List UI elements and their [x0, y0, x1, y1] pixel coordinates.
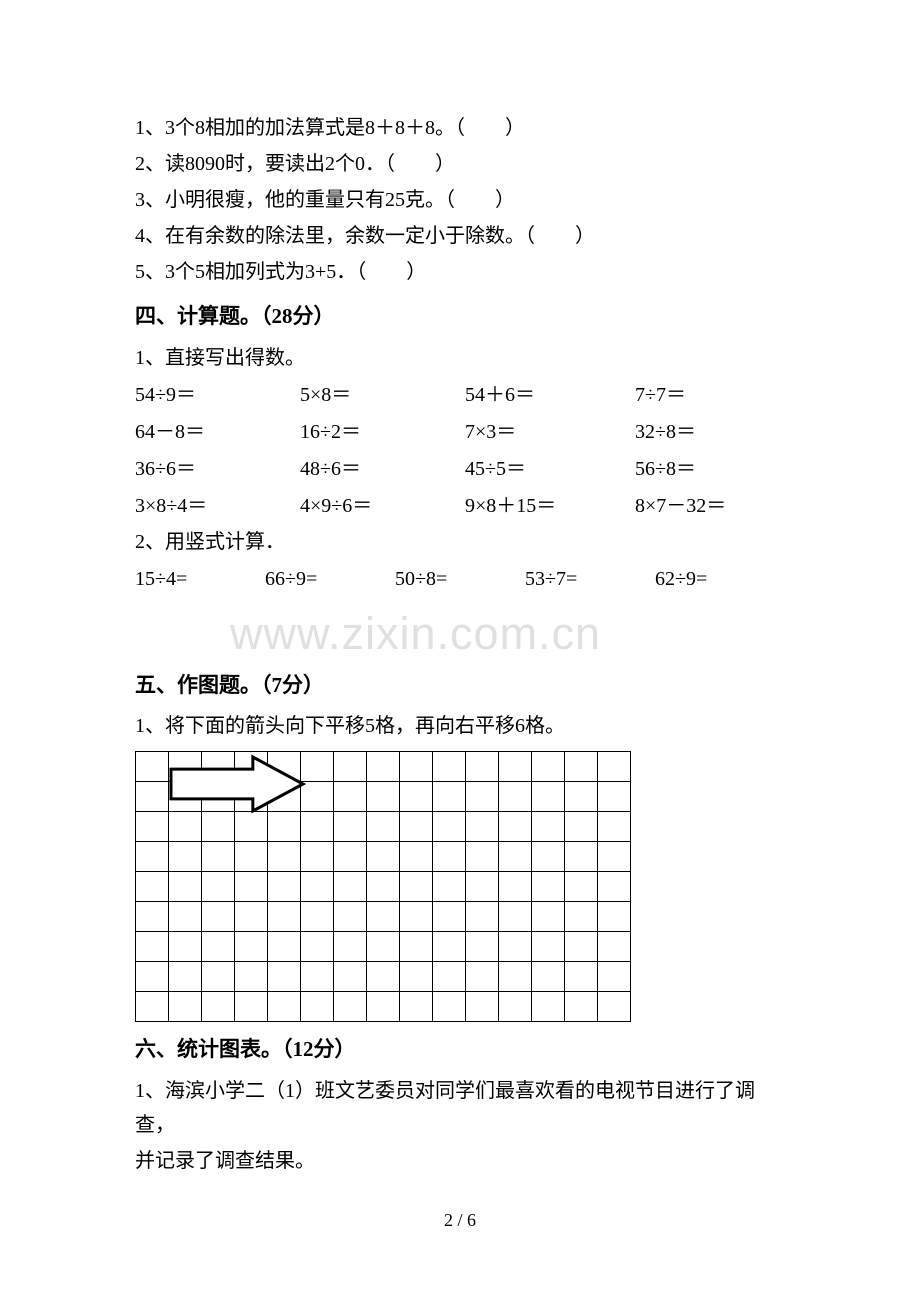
calc-cell: 7×3＝	[465, 414, 635, 451]
judgment-item-3: 3、小明很瘦，他的重量只有25克。（ ）	[135, 183, 785, 217]
section-6-line2: 并记录了调查结果。	[135, 1144, 785, 1178]
calc-row-1: 54÷9＝ 5×8＝ 54＋6＝ 7÷7＝	[135, 377, 785, 414]
calc-cell: 50÷8=	[395, 561, 525, 598]
calc-cell: 66÷9=	[265, 561, 395, 598]
calc-cell: 54＋6＝	[465, 377, 635, 414]
calc-cell: 53÷7=	[525, 561, 655, 598]
calc-cell: 56÷8＝	[635, 451, 785, 488]
section-6-line1: 1、海滨小学二（1）班文艺委员对同学们最喜欢看的电视节目进行了调查，	[135, 1074, 785, 1142]
judgment-item-4: 4、在有余数的除法里，余数一定小于除数。（ ）	[135, 219, 785, 253]
calc-cell: 9×8＋15＝	[465, 488, 635, 525]
calc-cell: 16÷2＝	[300, 414, 465, 451]
calc-cell: 32÷8＝	[635, 414, 785, 451]
page-content: 1、3个8相加的加法算式是8＋8＋8。（ ） 2、读8090时，要读出2个0．（…	[135, 111, 785, 1178]
calc-cell: 3×8÷4＝	[135, 488, 300, 525]
calc-row-5col: 15÷4= 66÷9= 50÷8= 53÷7= 62÷9=	[135, 561, 785, 598]
judgment-item-2: 2、读8090时，要读出2个0．（ ）	[135, 147, 785, 181]
calc-cell: 36÷6＝	[135, 451, 300, 488]
section-4-heading: 四、计算题。（28分）	[135, 299, 785, 335]
section-6-heading: 六、统计图表。（12分）	[135, 1032, 785, 1068]
calc-cell: 64－8＝	[135, 414, 300, 451]
calc-cell: 15÷4=	[135, 561, 265, 598]
calc-row-3: 36÷6＝ 48÷6＝ 45÷5＝ 56÷8＝	[135, 451, 785, 488]
calc-row-2: 64－8＝ 16÷2＝ 7×3＝ 32÷8＝	[135, 414, 785, 451]
section-4-sub2: 2、用竖式计算．	[135, 525, 785, 559]
section-5-heading: 五、作图题。（7分）	[135, 668, 785, 704]
arrow-icon	[168, 754, 306, 814]
calc-row-4: 3×8÷4＝ 4×9÷6＝ 9×8＋15＝ 8×7－32＝	[135, 488, 785, 525]
calc-cell: 45÷5＝	[465, 451, 635, 488]
section-4-sub1: 1、直接写出得数。	[135, 341, 785, 375]
grid-figure	[135, 751, 785, 1022]
calc-cell: 8×7－32＝	[635, 488, 785, 525]
calc-cell: 4×9÷6＝	[300, 488, 465, 525]
calc-cell: 54÷9＝	[135, 377, 300, 414]
judgment-item-1: 1、3个8相加的加法算式是8＋8＋8。（ ）	[135, 111, 785, 145]
calc-cell: 62÷9=	[655, 561, 785, 598]
judgment-item-5: 5、3个5相加列式为3+5．（ ）	[135, 255, 785, 289]
calc-cell: 5×8＝	[300, 377, 465, 414]
calc-cell: 48÷6＝	[300, 451, 465, 488]
calc-cell: 7÷7＝	[635, 377, 785, 414]
page-number: 2 / 6	[0, 1210, 920, 1231]
section-5-sub1: 1、将下面的箭头向下平移5格，再向右平移6格。	[135, 709, 785, 743]
